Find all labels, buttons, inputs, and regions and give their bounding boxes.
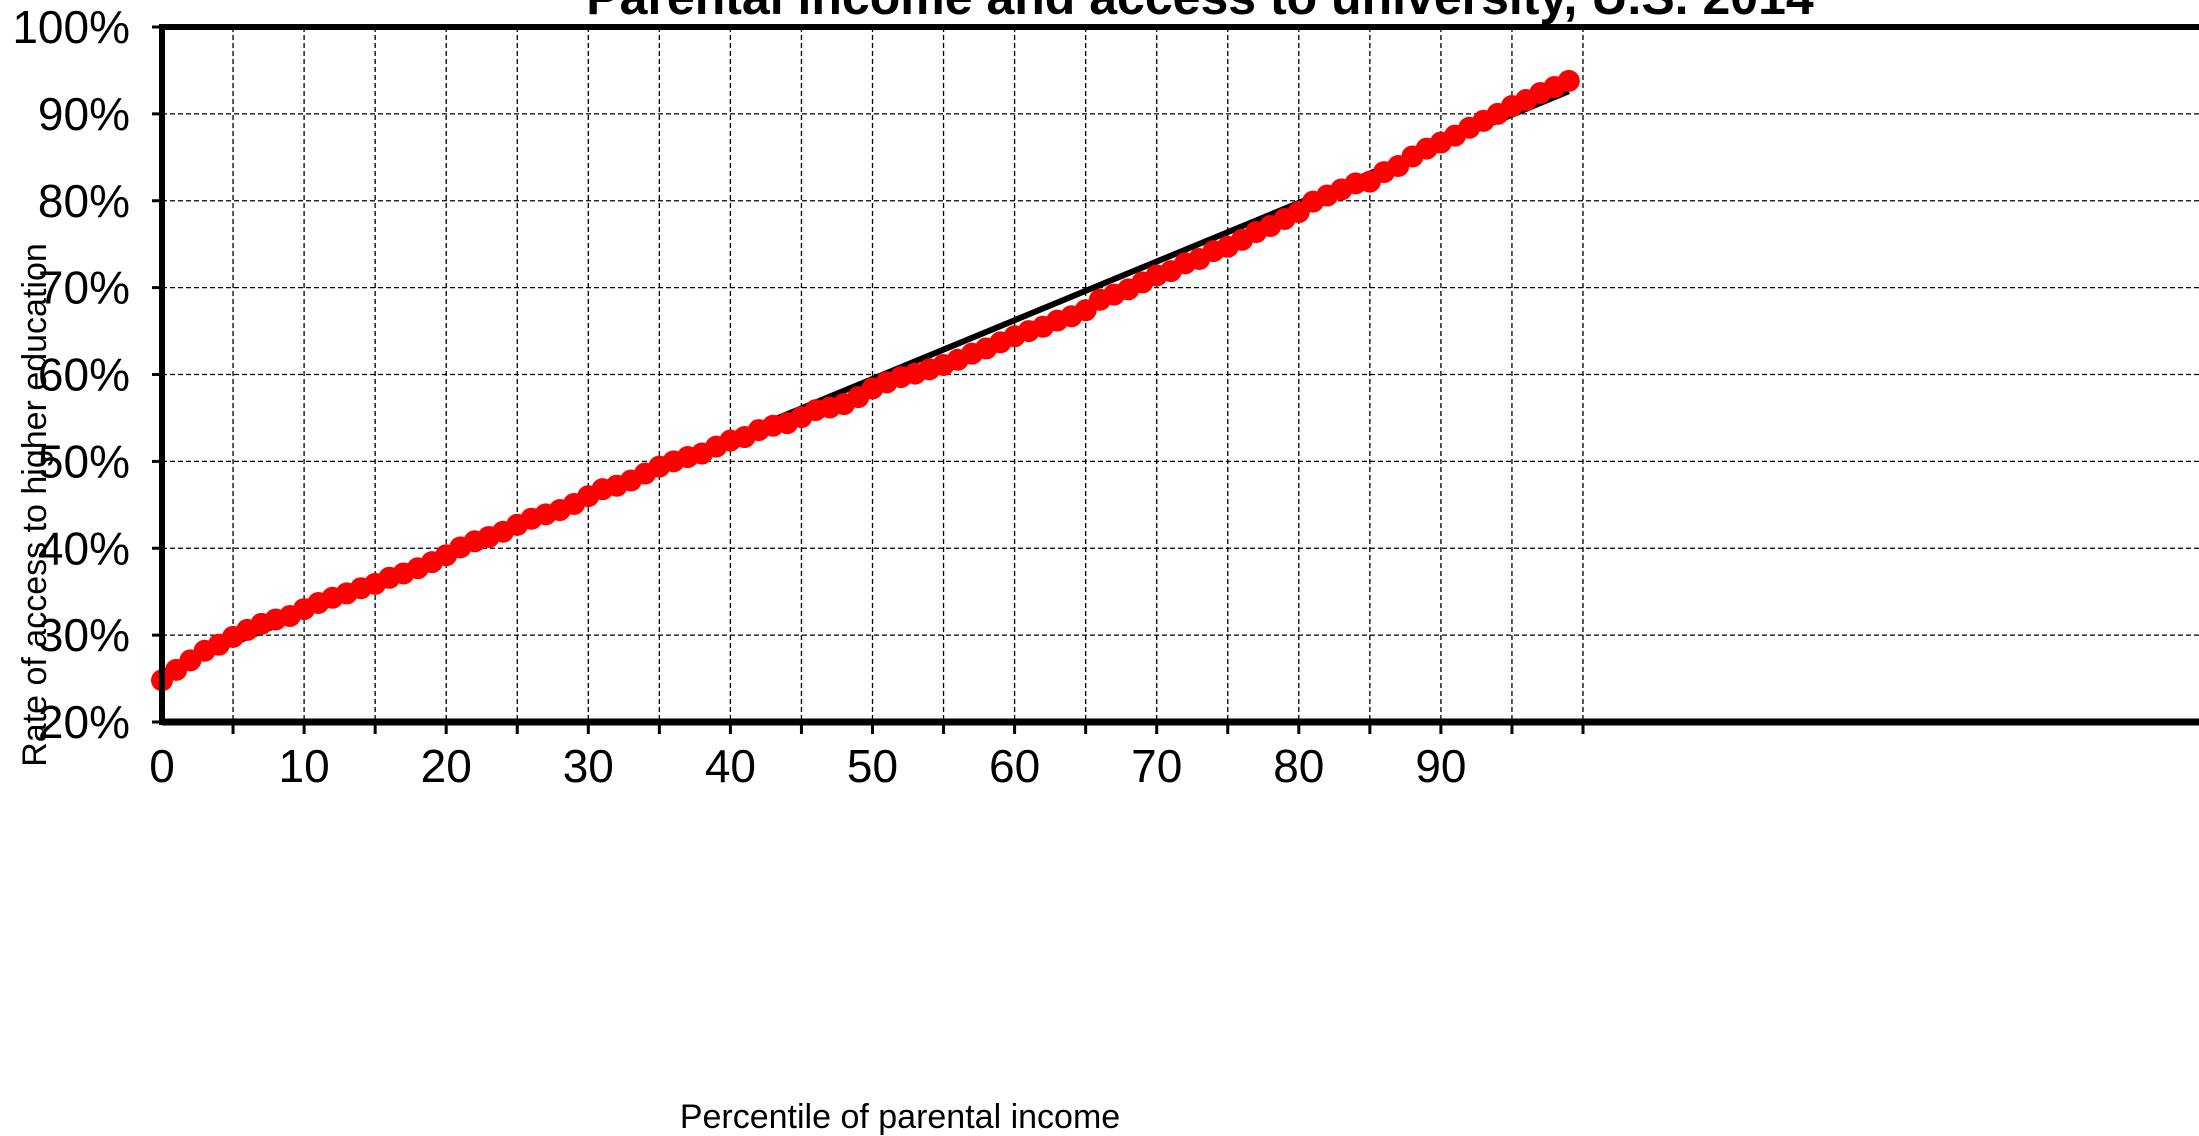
x-tick-label: 60 [989,740,1040,792]
y-tick-label: 80% [38,175,130,227]
y-tick-label: 30% [38,609,130,661]
x-tick-label: 40 [705,740,756,792]
plot-frame [159,24,2199,726]
y-axis-ticks: 20% 30% 40% 50% 60% 70% 80% 90% 100% [12,1,162,748]
y-tick-label: 60% [38,349,130,401]
y-tick-label: 70% [38,262,130,314]
x-axis-ticks: 0 10 20 30 40 50 60 70 80 90 [149,722,1585,792]
y-axis-title: Rate of access to higher education [16,243,54,767]
data-points [151,69,1580,692]
x-tick-label: 50 [847,740,898,792]
data-point [1557,69,1580,92]
x-axis-title: Percentile of parental income [680,1098,1120,1136]
x-tick-label: 20 [421,740,472,792]
x-tick-label: 80 [1273,740,1324,792]
x-tick-label: 70 [1131,740,1182,792]
grid [162,26,2199,723]
x-tick-label: 90 [1415,740,1466,792]
chart-title: Parental income and access to university… [586,0,1814,25]
y-tick-label: 40% [38,522,130,574]
x-tick-label: 0 [149,740,175,792]
y-tick-label: 90% [38,88,130,140]
y-tick-label: 20% [38,696,130,748]
y-tick-label: 50% [38,435,130,487]
x-tick-label: 30 [563,740,614,792]
x-tick-label: 10 [279,740,330,792]
y-tick-label: 100% [12,1,130,53]
